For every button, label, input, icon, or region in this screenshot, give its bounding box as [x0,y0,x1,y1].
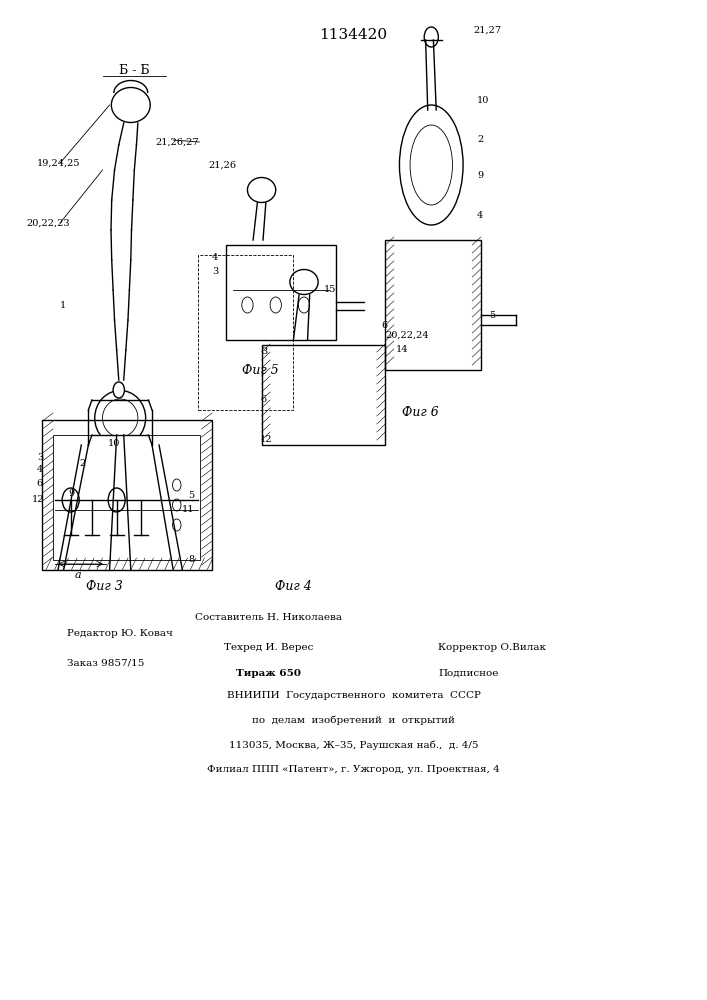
Text: 6: 6 [382,321,388,330]
Ellipse shape [111,88,150,122]
Circle shape [242,297,253,313]
Text: Филиал ППП «Патент», г. Ужгород, ул. Проектная, 4: Филиал ППП «Патент», г. Ужгород, ул. Про… [207,766,500,774]
Text: 15: 15 [324,286,337,294]
Circle shape [113,382,124,398]
Bar [385,240,481,370]
Text: Корректор О.Вилак: Корректор О.Вилак [438,644,547,652]
Text: 21,26,27: 21,26,27 [156,137,199,146]
Text: Тираж 650: Тираж 650 [236,668,301,678]
Text: 10: 10 [107,438,120,448]
Text: 20,22,23: 20,22,23 [27,219,71,228]
Circle shape [108,488,125,512]
Text: 3: 3 [262,348,268,357]
Bar [226,245,336,340]
Text: 2: 2 [477,135,484,144]
Text: Фиг 6: Фиг 6 [402,406,439,418]
Text: 8: 8 [188,556,194,564]
Text: 3: 3 [212,267,218,276]
Text: 21,27: 21,27 [474,25,502,34]
Ellipse shape [247,178,276,202]
Text: Фиг 5: Фиг 5 [242,363,279,376]
Text: 9: 9 [69,488,75,497]
Text: 10: 10 [477,96,490,105]
Text: Б - Б: Б - Б [119,64,150,77]
Bar [42,420,212,570]
Circle shape [173,519,181,531]
Text: a: a [74,570,81,580]
Circle shape [173,499,181,511]
Text: по  делам  изобретений  и  открытий: по делам изобретений и открытий [252,715,455,725]
Text: 3: 3 [37,452,43,462]
Text: 5: 5 [489,311,496,320]
Text: Редактор Ю. Ковач: Редактор Ю. Ковач [67,629,173,638]
Text: Техред И. Верес: Техред И. Верес [224,644,313,652]
Circle shape [424,27,438,47]
Ellipse shape [103,399,138,437]
Text: 113035, Москва, Ж–35, Раушская наб.,  д. 4/5: 113035, Москва, Ж–35, Раушская наб., д. … [229,740,478,750]
Text: 2: 2 [79,458,86,468]
Circle shape [62,488,79,512]
Ellipse shape [399,105,463,225]
Bar [53,435,200,560]
Text: 21,26: 21,26 [209,160,237,169]
Circle shape [173,479,181,491]
Text: Подписное: Подписное [438,668,498,678]
Circle shape [298,297,310,313]
Text: Фиг 4: Фиг 4 [275,580,312,593]
Text: 14: 14 [396,346,409,355]
Text: 1134420: 1134420 [320,28,387,42]
Text: 12: 12 [32,495,45,504]
Ellipse shape [410,125,452,205]
Text: 4: 4 [477,211,484,220]
Text: 6: 6 [37,479,43,488]
Text: 4: 4 [37,466,43,475]
Text: Составитель Н. Николаева: Составитель Н. Николаева [195,613,342,622]
Text: Фиг 3: Фиг 3 [86,580,123,593]
Text: 9: 9 [477,170,484,180]
Text: Заказ 9857/15: Заказ 9857/15 [67,659,144,668]
Ellipse shape [290,269,318,294]
Bar [198,255,293,410]
Text: 1: 1 [60,300,66,310]
Circle shape [270,297,281,313]
Text: 20,22,24: 20,22,24 [385,330,429,340]
Text: 19,24,25: 19,24,25 [37,158,81,167]
Text: 12: 12 [260,436,273,444]
Ellipse shape [95,390,146,446]
Bar [262,345,385,445]
Text: ВНИИПИ  Государственного  комитета  СССР: ВНИИПИ Государственного комитета СССР [226,690,481,700]
Text: 11: 11 [182,506,194,514]
Text: 4: 4 [212,253,218,262]
Text: 6: 6 [260,395,267,404]
Text: 5: 5 [188,490,194,499]
